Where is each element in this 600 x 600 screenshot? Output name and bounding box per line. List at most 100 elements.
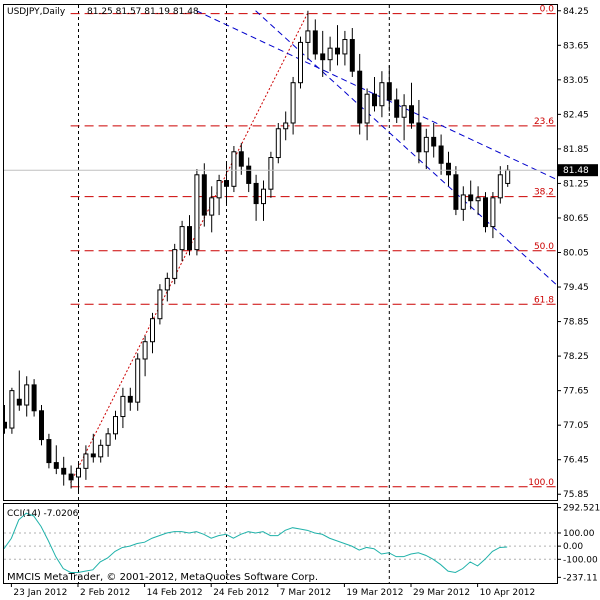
candle-body-bear bbox=[16, 398, 22, 406]
candle-body-bear bbox=[416, 122, 422, 153]
candle-body-bear bbox=[31, 384, 37, 412]
candle bbox=[364, 88, 370, 141]
candle-body-bull bbox=[120, 395, 126, 418]
price-tick-label: 78.25 bbox=[563, 352, 589, 362]
candle bbox=[401, 94, 407, 141]
candle-body-bull bbox=[364, 93, 370, 124]
candle bbox=[312, 19, 318, 60]
cci-tick-label: 292.5214 bbox=[563, 504, 600, 514]
candle bbox=[224, 163, 229, 204]
candle bbox=[9, 387, 15, 434]
candle bbox=[120, 387, 126, 429]
candle-body-bull bbox=[209, 197, 215, 216]
candle-body-bull bbox=[505, 169, 511, 184]
candle bbox=[135, 353, 141, 411]
candle bbox=[187, 215, 192, 256]
candle-body-bull bbox=[268, 157, 274, 190]
candle-body-bear bbox=[483, 197, 488, 228]
candle-body-bull bbox=[283, 122, 289, 130]
candle-body-bull bbox=[290, 82, 296, 124]
cci-indicator-title: CCI(14) -7.0206 bbox=[7, 509, 79, 519]
candle-body-bear bbox=[335, 47, 340, 55]
candle-body-bull bbox=[379, 82, 385, 107]
candle-body-bear bbox=[68, 473, 74, 481]
candle-body-bull bbox=[113, 416, 118, 435]
time-tick-label: 24 Feb 2012 bbox=[213, 588, 269, 598]
candle bbox=[357, 53, 363, 135]
copyright-notice: MMCIS MetaTrader, © 2001-2012, MetaQuote… bbox=[7, 572, 318, 583]
candle-body-bull bbox=[460, 194, 466, 210]
candle-body-bull bbox=[172, 249, 178, 279]
candle bbox=[349, 28, 355, 77]
candle bbox=[113, 410, 118, 440]
candle-body-bull bbox=[490, 197, 496, 228]
candle bbox=[505, 165, 511, 187]
fibo-level-label: 50.0 bbox=[534, 242, 554, 252]
candle bbox=[275, 122, 281, 164]
channel-lower-line bbox=[255, 10, 557, 286]
price-tick-label: 80.05 bbox=[563, 249, 589, 259]
candle bbox=[497, 166, 503, 204]
candle bbox=[335, 25, 340, 66]
candle-body-bear bbox=[224, 180, 229, 187]
time-axis: 23 Jan 2012 2 Feb 2012 14 Feb 2012 24 Feb 2… bbox=[10, 583, 536, 598]
candle bbox=[431, 122, 437, 158]
time-tick-label: 10 Apr 2012 bbox=[480, 588, 536, 598]
candle-body-bear bbox=[53, 462, 59, 469]
candle bbox=[394, 88, 400, 123]
candle bbox=[83, 445, 89, 480]
fibo-level-label: 38.2 bbox=[534, 188, 554, 198]
candle-body-bear bbox=[4, 421, 7, 429]
candle-body-bear bbox=[320, 53, 326, 61]
fibo-level-label: 0.0 bbox=[540, 5, 555, 15]
candle-body-bear bbox=[438, 145, 444, 164]
cci-indicator bbox=[4, 512, 557, 573]
candle bbox=[150, 312, 155, 354]
fibonacci-retracement[interactable]: 0.0 23.6 38.2 50.0 61.8 100.0 bbox=[70, 5, 557, 488]
candle bbox=[283, 111, 289, 141]
time-tick-label: 7 Mar 2012 bbox=[280, 588, 331, 598]
candle bbox=[320, 30, 326, 77]
candle-body-bull bbox=[327, 47, 333, 61]
price-tick-label: 78.85 bbox=[563, 318, 589, 328]
candle-body-bear bbox=[386, 82, 392, 101]
candle-body-bear bbox=[349, 39, 355, 72]
candle bbox=[327, 36, 333, 72]
candle-body-bull bbox=[275, 128, 281, 159]
fibo-level-label: 100.0 bbox=[528, 478, 554, 488]
price-tick-label: 77.65 bbox=[563, 387, 589, 397]
candle-body-bull bbox=[194, 174, 200, 251]
candle-body-bull bbox=[423, 136, 429, 153]
current-price-label: 81.48 bbox=[563, 166, 589, 176]
candle-body-bull bbox=[150, 318, 155, 343]
candle-body-bear bbox=[187, 226, 192, 251]
cci-tick-label: 100.00 bbox=[563, 529, 595, 539]
cci-tick-label: 0.00 bbox=[563, 542, 583, 552]
candle bbox=[423, 128, 429, 170]
candle-body-bull bbox=[179, 226, 185, 251]
time-tick-label: 19 Mar 2012 bbox=[346, 588, 403, 598]
channel-upper-line bbox=[196, 10, 557, 181]
candle-body-bull bbox=[216, 180, 222, 199]
candle-body-bear bbox=[394, 99, 400, 118]
candle-body-bear bbox=[238, 151, 244, 167]
candle-body-bull bbox=[76, 467, 81, 478]
candle-body-bull bbox=[98, 444, 104, 458]
fibo-trendline bbox=[70, 13, 308, 483]
candle-body-bull bbox=[105, 433, 111, 446]
candle bbox=[231, 146, 237, 193]
price-channel[interactable] bbox=[196, 10, 559, 287]
candle bbox=[105, 428, 111, 457]
cci-panel-frame bbox=[3, 503, 558, 584]
candle-body-bear bbox=[409, 105, 414, 124]
candle-body-bull bbox=[135, 358, 141, 403]
candle-body-bull bbox=[298, 41, 303, 84]
current-price-badge bbox=[558, 164, 598, 177]
candle bbox=[416, 99, 422, 164]
candle-body-bear bbox=[431, 136, 437, 147]
candle bbox=[142, 335, 148, 377]
candle bbox=[194, 169, 200, 256]
candle-body-bull bbox=[475, 197, 481, 202]
candle-body-bull bbox=[157, 289, 163, 320]
